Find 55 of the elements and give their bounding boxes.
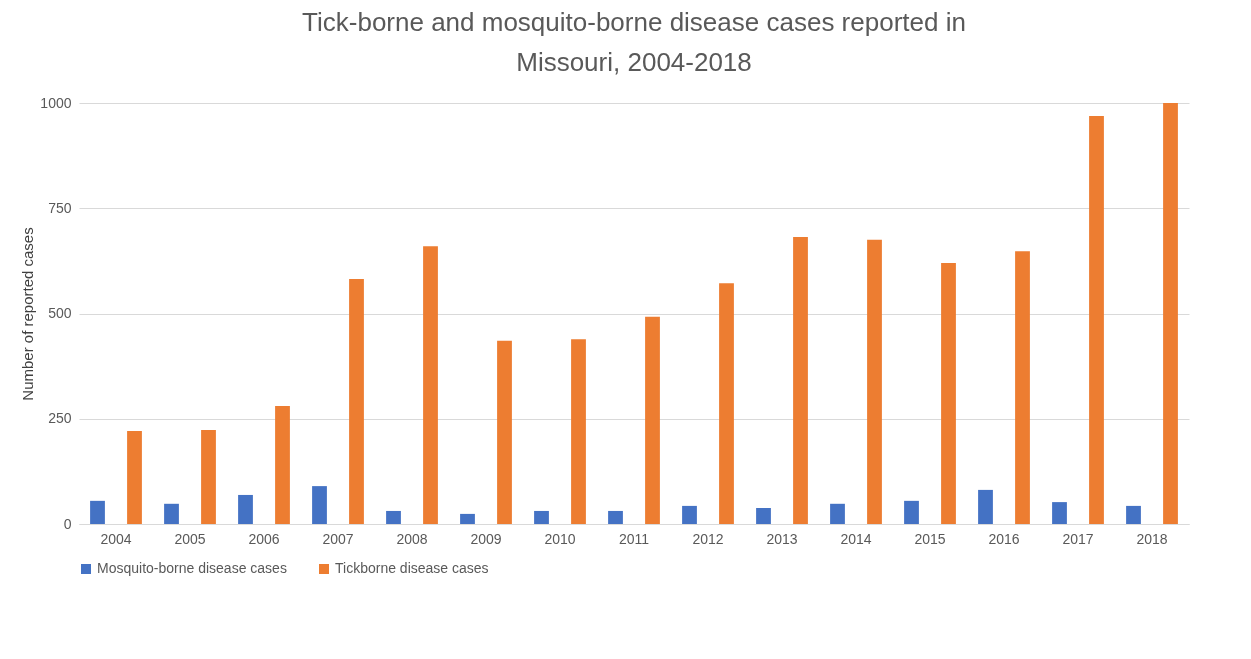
bar	[756, 508, 771, 524]
legend-label: Tickborne disease cases	[335, 560, 489, 576]
bar	[275, 406, 290, 524]
bar	[201, 430, 216, 524]
bar	[941, 262, 956, 524]
x-tick-label: 2009	[470, 530, 502, 547]
x-tick-label: 2004	[100, 530, 132, 547]
x-tick-label: 2011	[618, 530, 650, 547]
bar	[1126, 505, 1141, 524]
bar	[164, 503, 179, 524]
bar	[386, 510, 401, 524]
bar	[904, 500, 919, 524]
bar	[793, 236, 808, 524]
y-tick-label: 250	[48, 410, 72, 427]
y-tick-label: 0	[63, 515, 72, 532]
bar	[534, 510, 549, 524]
x-tick-label: 2008	[396, 530, 428, 547]
x-tick-label: 2006	[248, 530, 280, 547]
bar	[571, 339, 586, 524]
x-tick-label: 2018	[1136, 530, 1168, 547]
bar	[830, 503, 845, 524]
bar	[423, 246, 438, 524]
y-tick-label: 750	[48, 199, 72, 216]
bar	[1163, 103, 1178, 524]
x-tick-label: 2005	[174, 530, 206, 547]
bar	[312, 486, 327, 524]
bar	[127, 430, 142, 524]
bar	[1052, 502, 1067, 524]
x-tick-label: 2007	[322, 530, 354, 547]
x-tick-label: 2016	[988, 530, 1020, 547]
bar	[238, 494, 253, 524]
x-tick-label: 2017	[1062, 530, 1094, 547]
bar	[608, 510, 623, 524]
bar	[497, 340, 512, 524]
bar	[867, 239, 882, 524]
text: Tick-borne and mosquito-borne disease cases reported in	[302, 7, 966, 37]
x-tick-label: 2010	[544, 530, 576, 547]
bar	[90, 500, 105, 524]
bar	[460, 513, 475, 524]
bar	[1015, 251, 1030, 524]
legend-label: Mosquito-borne disease cases	[97, 560, 287, 576]
y-tick-label: 500	[48, 305, 72, 321]
y-tick-label: 1000	[40, 94, 72, 111]
x-tick-label: 2015	[914, 530, 946, 547]
text: Missouri, 2004-2018	[516, 47, 752, 77]
y-axis-title: Number of reported cases	[19, 227, 37, 401]
bar	[682, 505, 697, 524]
bar	[1089, 116, 1104, 524]
bar	[719, 283, 734, 524]
x-tick-label: 2013	[766, 530, 798, 547]
x-tick-label: 2012	[692, 530, 724, 547]
bar	[978, 489, 993, 524]
bar	[349, 278, 364, 524]
bar	[645, 316, 660, 524]
x-tick-label: 2014	[840, 530, 872, 547]
